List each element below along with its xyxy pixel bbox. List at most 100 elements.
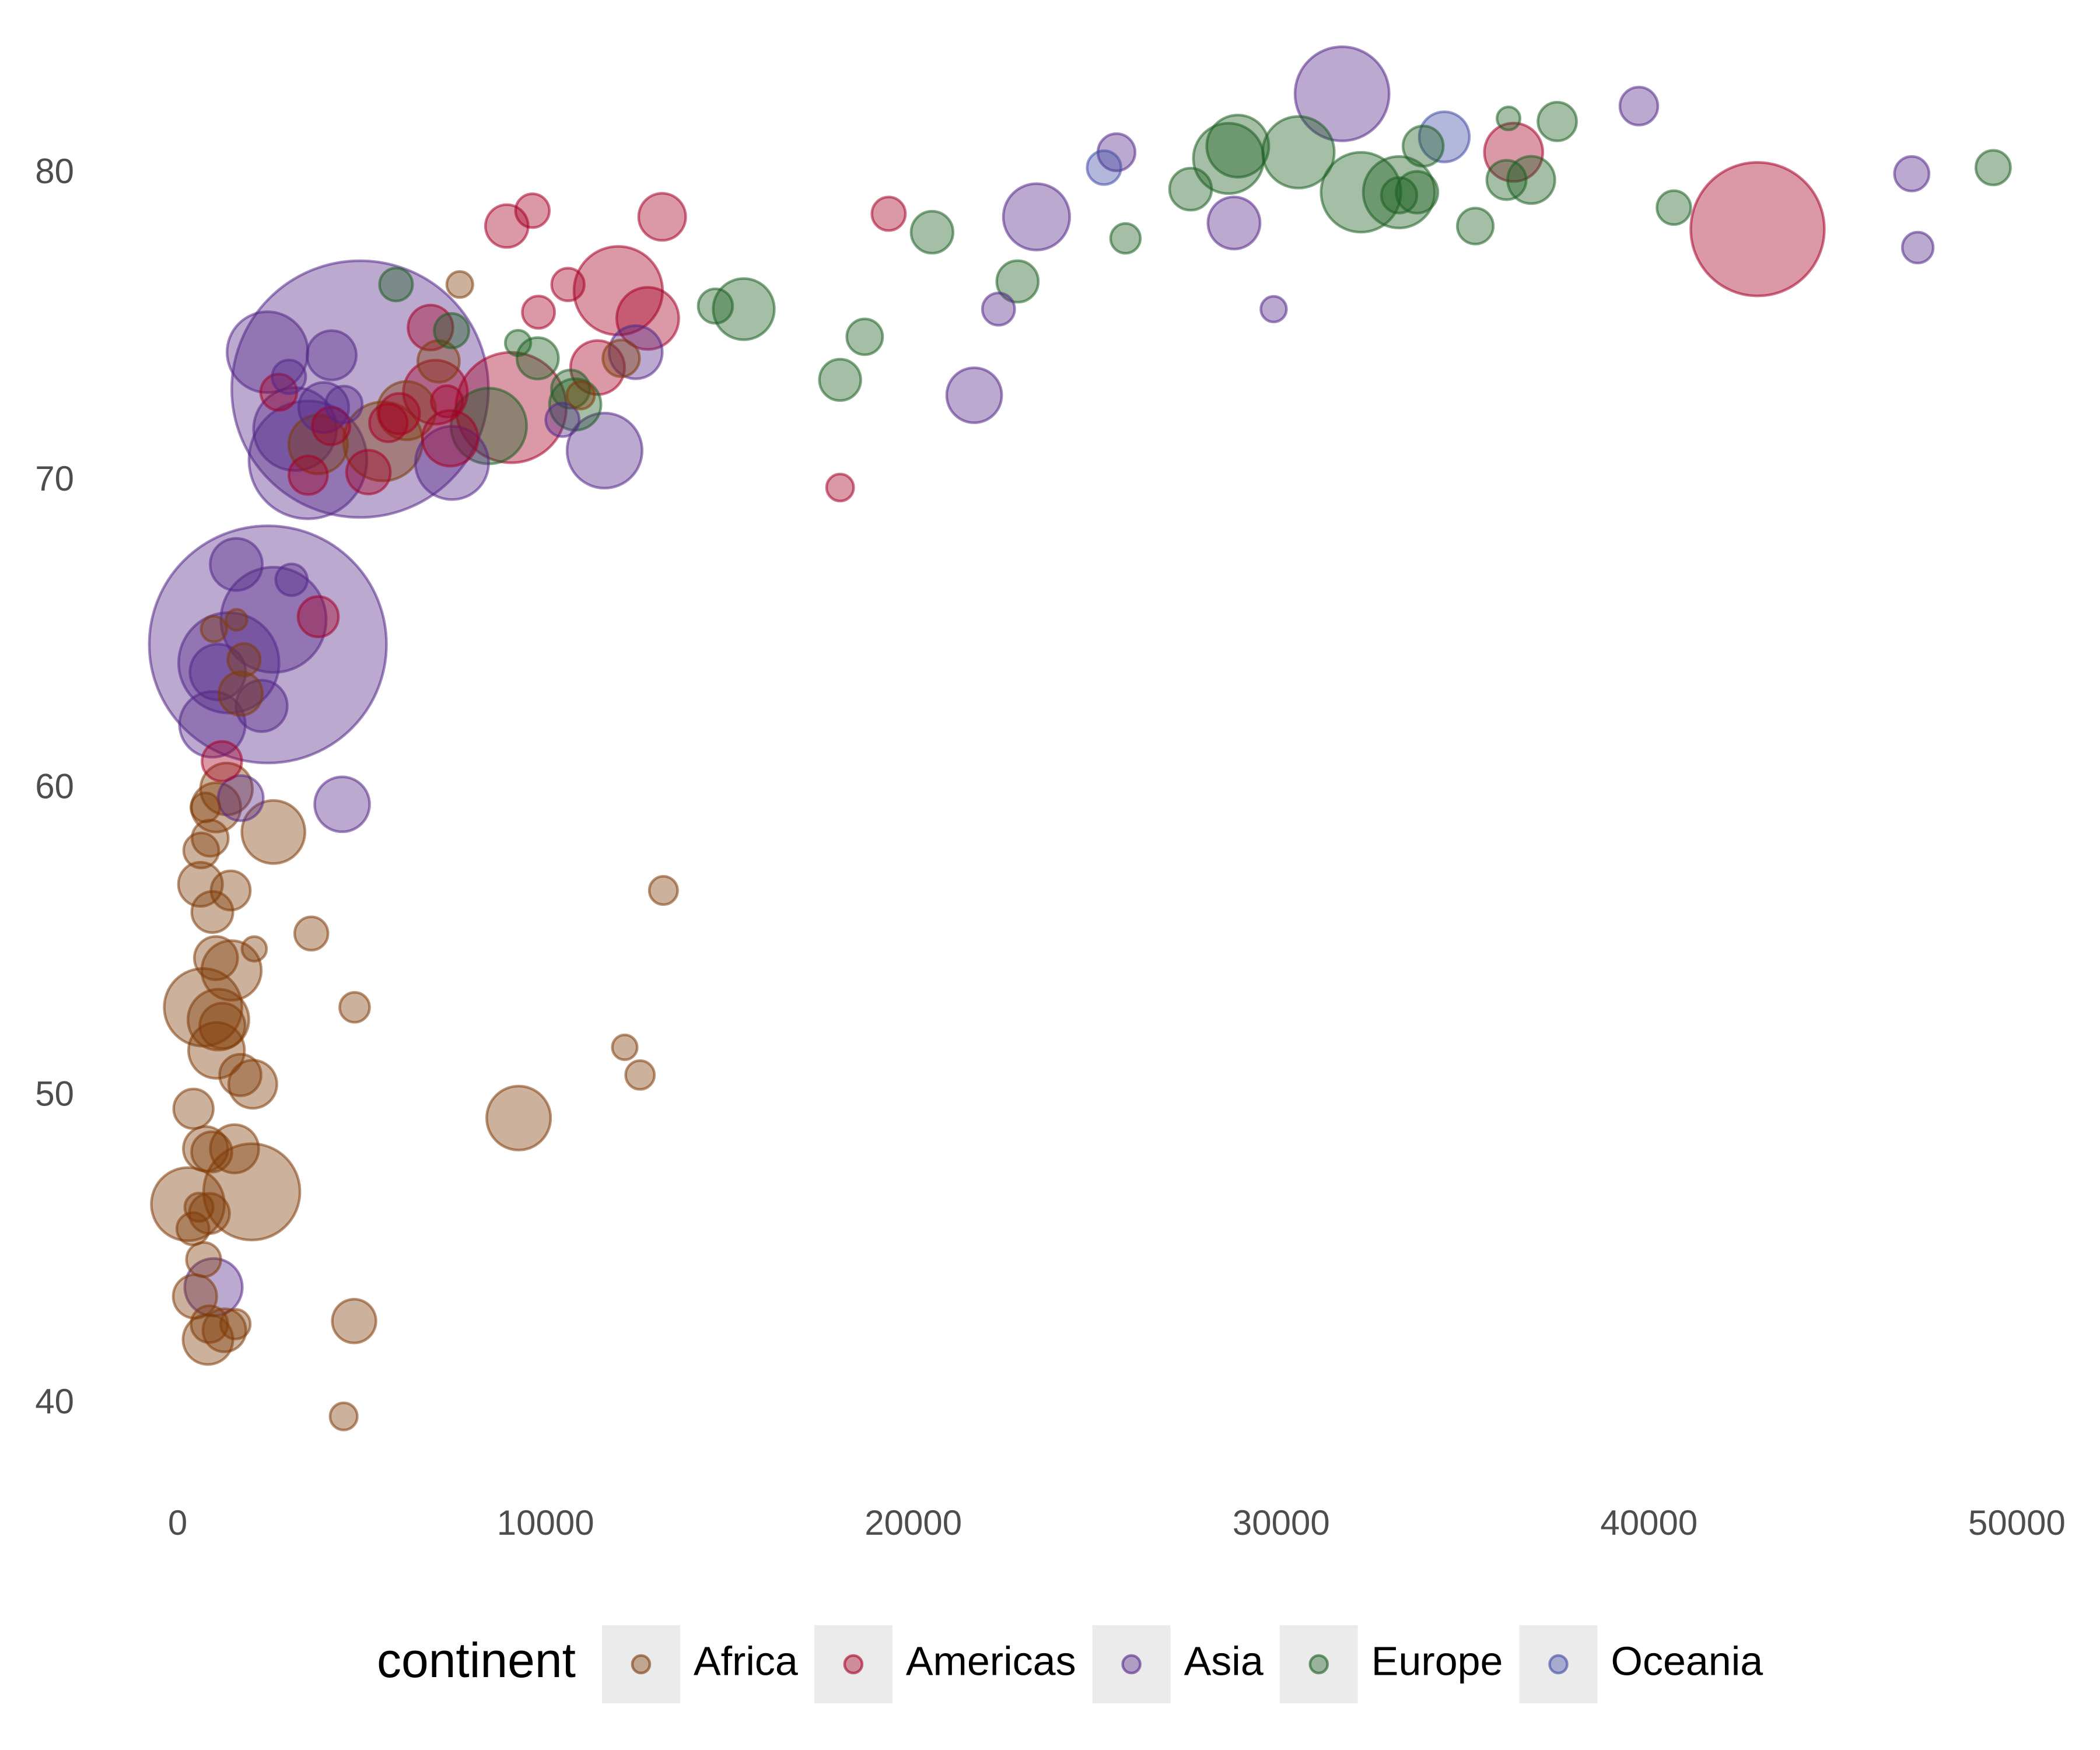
bubble [845,317,884,356]
bubble [201,740,243,783]
bubble [521,295,556,330]
bubble [209,537,264,592]
legend-item: Oceania [1519,1625,1763,1703]
bubble [504,328,533,358]
bubble [185,1241,222,1278]
bubble [1205,113,1270,178]
bubble [615,286,680,351]
bubble [1168,167,1213,212]
bubble [648,875,679,906]
bubble [1206,195,1262,251]
bubble [1002,182,1071,251]
bubble [1456,206,1495,246]
bubble [1380,176,1419,215]
legend-key [1519,1625,1598,1703]
bubble [550,267,586,302]
bubble [1506,155,1556,205]
legend-key [814,1625,892,1703]
legend-swatch [631,1654,652,1675]
bubble [1261,115,1336,190]
y-tick-label: 80 [35,152,74,191]
bubble [378,267,414,303]
y-tick-label: 50 [35,1074,74,1114]
legend-swatch [1121,1654,1142,1675]
x-tick-label: 20000 [864,1503,962,1542]
legend-title: continent [377,1633,576,1688]
bubble [200,939,263,1002]
bubble [274,562,309,597]
legend-label: Americas [906,1638,1076,1684]
bubble [1689,161,1826,298]
bubble [637,192,687,242]
bubble [515,336,560,381]
bubble [1086,149,1122,186]
bubble [1362,155,1436,230]
bubble [311,405,352,446]
bubble [1656,189,1692,226]
bubble [1893,155,1931,192]
bubble [331,1297,377,1345]
bubble [328,1401,359,1432]
bubble [225,608,249,632]
bubble [216,774,265,822]
bubble [183,1191,215,1223]
bubble [995,259,1040,304]
bubble [200,615,228,643]
legend-key [1279,1625,1358,1703]
bubble [514,192,551,229]
bubble [1618,86,1660,127]
bubble [1974,149,2012,187]
bubble [190,792,222,824]
bubble [909,209,955,255]
bubble [1109,222,1142,255]
bubble [1485,159,1528,201]
bubble [485,1084,552,1152]
legend-label: Asia [1184,1638,1264,1684]
bubble [870,195,907,232]
bubble [190,1304,229,1344]
bubble [182,831,220,870]
bubble [217,670,264,717]
bubble [324,384,364,425]
bubble [1536,100,1578,142]
bubble [825,473,855,503]
bubble [198,1002,247,1050]
bubble [544,401,581,438]
x-tick-label: 30000 [1233,1503,1330,1542]
bubble [611,1033,639,1061]
bubble [945,366,1003,424]
bubble [296,595,340,639]
legend-label: Africa [694,1638,798,1684]
bubble [345,449,392,496]
bubble [240,935,268,963]
y-tick-label: 70 [35,459,74,498]
bubble [313,775,371,834]
bubble [148,524,388,765]
x-tick-label: 50000 [1968,1503,2066,1542]
bubble [1293,45,1391,142]
bubble [1496,105,1522,132]
legend-swatch [843,1654,864,1675]
bubble [818,358,862,402]
bubble [305,329,358,382]
x-tick-label: 0 [168,1503,187,1542]
bubble [1259,295,1288,324]
y-tick-label: 40 [35,1382,74,1421]
bubble [565,411,643,490]
bubble [601,338,641,378]
bubble [192,935,239,981]
bubble [202,1142,302,1242]
bubble [624,1059,656,1091]
bubble [1401,124,1445,168]
legend-swatch [1548,1654,1569,1675]
bubble [981,292,1016,327]
bubble [218,1053,262,1097]
legend-item: Asia [1092,1625,1264,1703]
bubble [240,799,306,865]
bubble [293,915,330,952]
bubble [288,454,329,496]
bubble [209,869,252,912]
bubble [421,409,480,468]
